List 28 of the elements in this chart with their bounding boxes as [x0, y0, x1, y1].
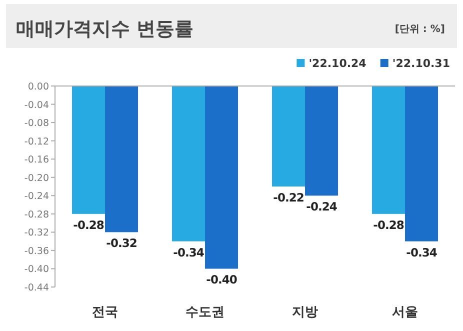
data-label: -0.32: [106, 236, 137, 250]
y-tick-label: -0.36: [24, 246, 49, 257]
y-tick-label: -0.40: [24, 264, 49, 276]
data-label: -0.24: [306, 200, 338, 214]
chart-title: 매매가격지수 변동률: [16, 18, 194, 40]
x-tick-label: 전국: [92, 305, 118, 320]
y-tick-label: -0.16: [24, 154, 49, 166]
data-label: -0.34: [406, 245, 438, 260]
y-tick-label: 0.00: [28, 82, 49, 92]
x-tick-label: 서울: [392, 305, 418, 320]
y-tick-label: -0.44: [24, 282, 49, 294]
y-tick-label: -0.32: [24, 228, 49, 239]
data-label: -0.28: [73, 218, 104, 232]
data-label: -0.34: [173, 245, 204, 260]
y-tick-label: -0.28: [24, 209, 49, 220]
y-tick-label: -0.04: [24, 100, 49, 111]
x-tick-label: 지방: [292, 305, 318, 320]
legend-label: '22.10.24: [308, 57, 367, 70]
y-tick-label: -0.24: [24, 191, 49, 202]
legend-label: '22.10.31: [392, 57, 450, 70]
data-label: -0.40: [206, 272, 238, 287]
data-label: -0.28: [373, 218, 404, 232]
data-label: -0.22: [273, 190, 304, 204]
y-tick-label: -0.12: [24, 136, 49, 148]
y-tick-label: -0.20: [24, 172, 49, 184]
x-tick-label: 수도권: [186, 305, 224, 320]
y-tick-label: -0.08: [24, 118, 49, 130]
text: [단위 : %]: [394, 24, 445, 35]
